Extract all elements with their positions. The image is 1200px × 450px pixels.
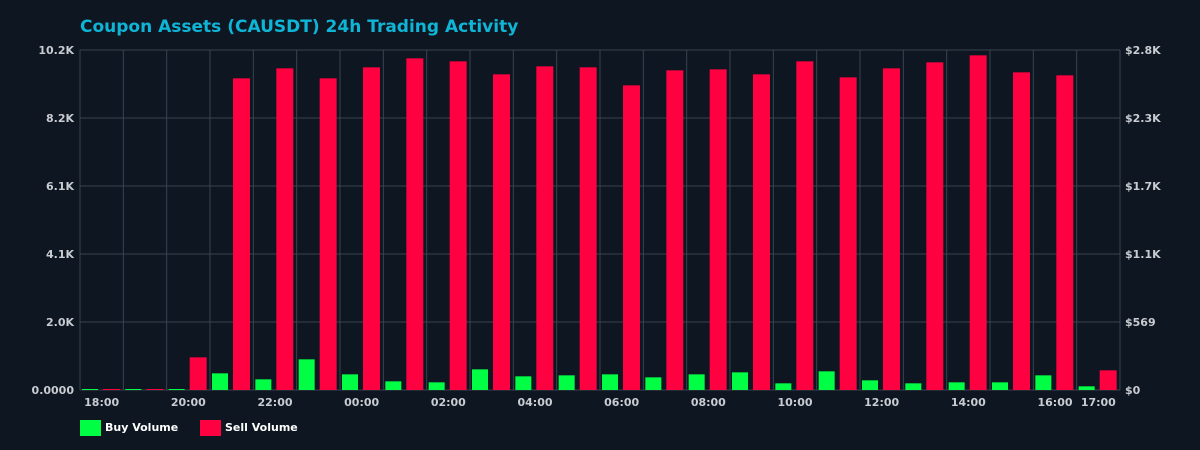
sell-volume-bar <box>103 389 120 390</box>
x-tick-label: 02:00 <box>431 396 466 409</box>
sell-volume-bar <box>536 66 554 390</box>
bars <box>82 55 1117 390</box>
buy-volume-bar <box>602 374 618 390</box>
x-tick-label: 22:00 <box>257 396 292 409</box>
buy-volume-bar <box>905 383 922 390</box>
buy-volume-bar <box>515 376 532 390</box>
sell-volume-bar <box>709 69 727 390</box>
sell-volume-bar <box>276 68 294 390</box>
y-tick-label: 4.1K <box>46 248 74 261</box>
sell-volume-bar <box>319 78 337 390</box>
buy-volume-bar <box>732 372 748 390</box>
x-tick-label: 18:00 <box>84 396 119 409</box>
buy-volume-bar <box>472 369 488 390</box>
legend-swatch-sell <box>200 420 221 436</box>
y-tick-label: 10.2K <box>38 44 74 57</box>
sell-volume-bar <box>146 389 164 390</box>
y-axis-right: $0 $569 $1.1K $1.7K $2.3K $2.8K <box>1125 44 1161 397</box>
buy-volume-bar <box>688 374 705 390</box>
sell-volume-bar <box>926 62 944 390</box>
buy-volume-bar <box>125 389 142 390</box>
sell-volume-bar <box>1013 72 1030 390</box>
sell-volume-bar <box>839 77 857 390</box>
y-axis-left: 0.0000 2.0K 4.1K 6.1K 8.2K 10.2K <box>32 44 75 397</box>
y2-tick-label: $1.1K <box>1125 248 1161 261</box>
legend-label-sell: Sell Volume <box>225 421 298 434</box>
sell-volume-bar <box>406 58 424 390</box>
y-tick-label: 6.1K <box>46 180 74 193</box>
y2-tick-label: $2.8K <box>1125 44 1161 57</box>
x-tick-label: 08:00 <box>691 396 726 409</box>
buy-volume-bar <box>775 383 792 390</box>
legend: Buy Volume Sell Volume <box>80 420 298 436</box>
y2-tick-label: $569 <box>1125 316 1156 329</box>
y-tick-label: 8.2K <box>46 112 74 125</box>
x-tick-label: 10:00 <box>777 396 812 409</box>
sell-volume-bar <box>969 55 987 390</box>
sell-volume-bar <box>753 74 770 390</box>
sell-volume-bar <box>363 67 380 390</box>
y2-tick-label: $0 <box>1125 384 1141 397</box>
x-tick-label: 20:00 <box>171 396 206 409</box>
buy-volume-bar <box>1078 386 1095 390</box>
buy-volume-bar <box>298 359 315 390</box>
sell-volume-bar <box>233 78 250 390</box>
sell-volume-bar <box>189 357 207 390</box>
y2-tick-label: $1.7K <box>1125 180 1161 193</box>
buy-volume-bar <box>1035 375 1052 390</box>
buy-volume-bar <box>168 389 185 390</box>
x-tick-label: 16:00 <box>1037 396 1072 409</box>
buy-volume-bar <box>558 375 575 390</box>
legend-item-sell[interactable]: Sell Volume <box>200 420 298 436</box>
buy-volume-bar <box>818 371 835 390</box>
sell-volume-bar <box>883 68 900 390</box>
buy-volume-bar <box>948 382 965 390</box>
chart-title: Coupon Assets (CAUSDT) 24h Trading Activ… <box>80 17 518 37</box>
buy-volume-bar <box>992 382 1008 390</box>
grid <box>79 49 1121 391</box>
sell-volume-bar <box>623 85 640 390</box>
x-tick-label: 06:00 <box>604 396 639 409</box>
legend-label-buy: Buy Volume <box>105 421 178 434</box>
legend-swatch-buy <box>80 420 101 436</box>
buy-volume-bar <box>385 381 402 390</box>
sell-volume-bar <box>796 61 814 390</box>
sell-volume-bar <box>666 70 684 390</box>
x-tick-label: 04:00 <box>517 396 552 409</box>
y-tick-label: 0.0000 <box>32 384 75 397</box>
x-tick-label: 14:00 <box>951 396 986 409</box>
sell-volume-bar <box>1056 75 1074 390</box>
sell-volume-bar <box>1099 370 1117 390</box>
x-axis: 18:00 20:00 22:00 00:00 02:00 04:00 06:00 08:00… <box>84 396 1116 409</box>
buy-volume-bar <box>82 389 98 390</box>
buy-volume-bar <box>342 374 358 390</box>
buy-volume-bar <box>645 377 662 390</box>
buy-volume-bar <box>428 382 445 390</box>
y-tick-label: 2.0K <box>46 316 74 329</box>
x-tick-label: 00:00 <box>344 396 379 409</box>
buy-volume-bar <box>862 380 878 390</box>
legend-item-buy[interactable]: Buy Volume <box>80 420 178 436</box>
buy-volume-bar <box>212 373 228 390</box>
buy-volume-bar <box>255 379 272 390</box>
sell-volume-bar <box>579 67 597 390</box>
y2-tick-label: $2.3K <box>1125 112 1161 125</box>
sell-volume-bar <box>449 61 467 390</box>
x-tick-label: 12:00 <box>864 396 899 409</box>
x-tick-label: 17:00 <box>1081 396 1116 409</box>
sell-volume-bar <box>493 74 510 390</box>
